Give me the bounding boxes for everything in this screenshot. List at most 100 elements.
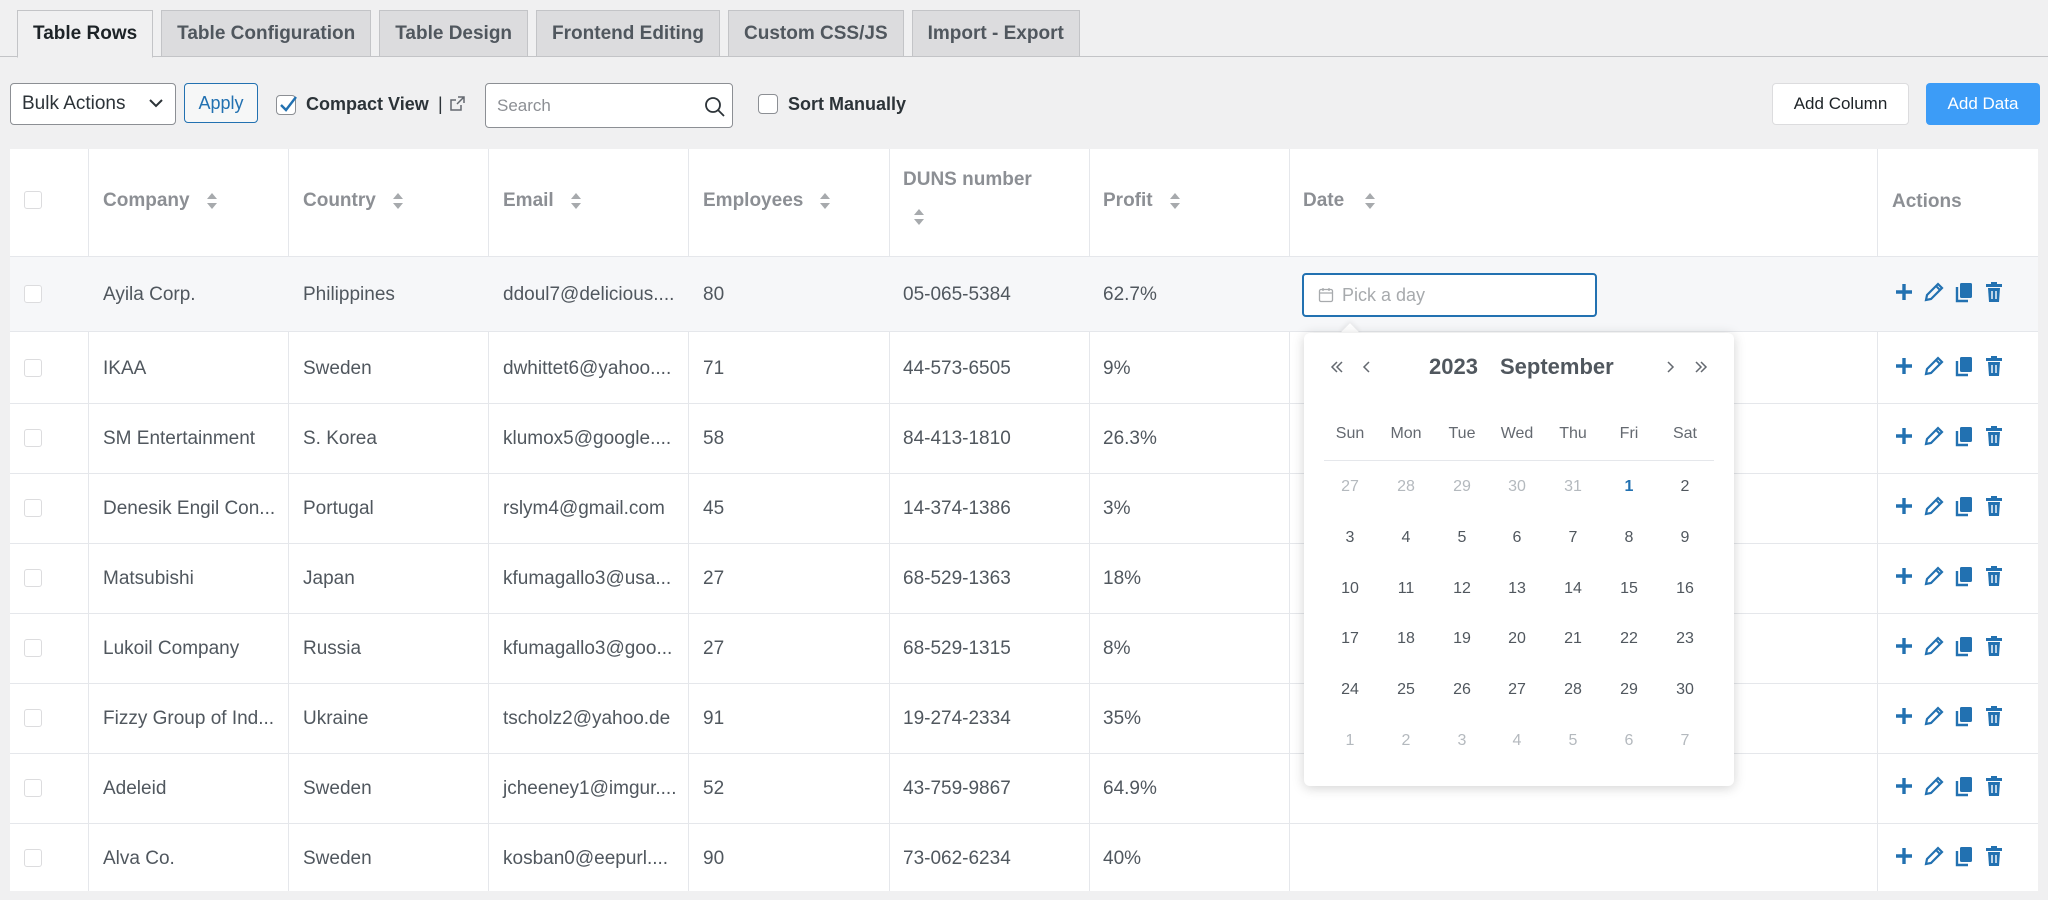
column-header-duns[interactable]: DUNS number [903, 169, 1032, 191]
calendar-day[interactable]: 10 [1341, 580, 1359, 597]
copy-icon[interactable] [1954, 355, 1974, 377]
calendar-day[interactable]: 14 [1564, 580, 1582, 597]
calendar-day[interactable]: 20 [1508, 630, 1526, 647]
tab-table-design[interactable]: Table Design [379, 10, 529, 57]
calendar-day[interactable]: 22 [1620, 630, 1638, 647]
row-checkbox[interactable] [24, 285, 42, 303]
calendar-day[interactable]: 26 [1453, 681, 1471, 698]
sort-icon[interactable] [392, 192, 404, 210]
plus-icon[interactable] [1894, 705, 1914, 727]
calendar-day[interactable]: 30 [1508, 478, 1526, 495]
calendar-day[interactable]: 7 [1680, 732, 1690, 749]
compact-view-checkbox[interactable] [276, 95, 297, 115]
column-header-employees[interactable]: Employees [703, 190, 831, 212]
tab-custom-css-js[interactable]: Custom CSS/JS [728, 10, 904, 57]
pencil-icon[interactable] [1924, 281, 1944, 303]
copy-icon[interactable] [1954, 425, 1974, 447]
row-checkbox[interactable] [24, 849, 42, 867]
trash-icon[interactable] [1984, 775, 2004, 797]
column-header-company[interactable]: Company [103, 190, 218, 212]
plus-icon[interactable] [1894, 565, 1914, 587]
calendar-day[interactable]: 18 [1397, 630, 1415, 647]
column-header-date[interactable]: Date [1303, 190, 1376, 212]
external-link-icon[interactable] [449, 96, 465, 112]
apply-button[interactable]: Apply [184, 83, 258, 123]
calendar-day[interactable]: 30 [1676, 681, 1694, 698]
calendar-day[interactable]: 6 [1624, 732, 1634, 749]
chevron-right-icon[interactable] [1661, 355, 1679, 379]
row-checkbox[interactable] [24, 429, 42, 447]
calendar-day[interactable]: 5 [1457, 529, 1467, 546]
calendar-day[interactable]: 4 [1512, 732, 1522, 749]
add-column-button[interactable]: Add Column [1772, 83, 1909, 125]
calendar-day[interactable]: 21 [1564, 630, 1582, 647]
calendar-day[interactable]: 28 [1397, 478, 1415, 495]
plus-icon[interactable] [1894, 425, 1914, 447]
plus-icon[interactable] [1894, 355, 1914, 377]
calendar-day[interactable]: 25 [1397, 681, 1415, 698]
trash-icon[interactable] [1984, 705, 2004, 727]
calendar-day[interactable]: 7 [1568, 529, 1578, 546]
calendar-day[interactable]: 1 [1345, 732, 1355, 749]
plus-icon[interactable] [1894, 775, 1914, 797]
row-checkbox[interactable] [24, 499, 42, 517]
calendar-day[interactable]: 27 [1341, 478, 1359, 495]
row-checkbox[interactable] [24, 359, 42, 377]
double-chevron-right-icon[interactable] [1692, 355, 1710, 379]
tab-table-configuration[interactable]: Table Configuration [161, 10, 372, 57]
calendar-day[interactable]: 2 [1401, 732, 1411, 749]
trash-icon[interactable] [1984, 281, 2004, 303]
sort-icon[interactable] [206, 192, 218, 210]
copy-icon[interactable] [1954, 281, 1974, 303]
pencil-icon[interactable] [1924, 355, 1944, 377]
row-checkbox[interactable] [24, 709, 42, 727]
calendar-day[interactable]: 2 [1680, 478, 1690, 495]
pencil-icon[interactable] [1924, 425, 1944, 447]
select-all-checkbox[interactable] [24, 191, 42, 209]
pencil-icon[interactable] [1924, 635, 1944, 657]
column-header-country[interactable]: Country [303, 190, 404, 212]
copy-icon[interactable] [1954, 635, 1974, 657]
row-checkbox[interactable] [24, 779, 42, 797]
calendar-day[interactable]: 8 [1624, 529, 1634, 546]
calendar-day[interactable]: 16 [1676, 580, 1694, 597]
calendar-day[interactable]: 13 [1508, 580, 1526, 597]
calendar-day[interactable]: 24 [1341, 681, 1359, 698]
double-chevron-left-icon[interactable] [1328, 355, 1346, 379]
sort-icon[interactable] [570, 192, 582, 210]
calendar-day[interactable]: 29 [1620, 681, 1638, 698]
plus-icon[interactable] [1894, 845, 1914, 867]
calendar-day[interactable]: 29 [1453, 478, 1471, 495]
chevron-left-icon[interactable] [1358, 355, 1376, 379]
plus-icon[interactable] [1894, 635, 1914, 657]
trash-icon[interactable] [1984, 635, 2004, 657]
calendar-day[interactable]: 1 [1624, 478, 1634, 495]
calendar-day[interactable]: 9 [1680, 529, 1690, 546]
calendar-day[interactable]: 28 [1564, 681, 1582, 698]
row-checkbox[interactable] [24, 569, 42, 587]
plus-icon[interactable] [1894, 495, 1914, 517]
pencil-icon[interactable] [1924, 845, 1944, 867]
calendar-day[interactable]: 11 [1397, 580, 1415, 597]
trash-icon[interactable] [1984, 355, 2004, 377]
sort-icon[interactable] [913, 208, 925, 226]
calendar-day[interactable]: 23 [1676, 630, 1694, 647]
pencil-icon[interactable] [1924, 565, 1944, 587]
search-input[interactable] [486, 84, 686, 127]
calendar-year[interactable]: 2023 [1429, 354, 1478, 379]
tab-table-rows[interactable]: Table Rows [17, 10, 154, 58]
tab-import-export[interactable]: Import - Export [911, 10, 1080, 57]
copy-icon[interactable] [1954, 845, 1974, 867]
calendar-day[interactable]: 19 [1453, 630, 1471, 647]
pencil-icon[interactable] [1924, 775, 1944, 797]
calendar-day[interactable]: 17 [1341, 630, 1359, 647]
sort-manually-checkbox[interactable] [758, 94, 778, 114]
tab-frontend-editing[interactable]: Frontend Editing [536, 10, 721, 57]
copy-icon[interactable] [1954, 565, 1974, 587]
calendar-month[interactable]: September [1500, 354, 1614, 379]
calendar-day[interactable]: 3 [1457, 732, 1467, 749]
sort-icon[interactable] [819, 192, 831, 210]
calendar-day[interactable]: 15 [1620, 580, 1638, 597]
copy-icon[interactable] [1954, 495, 1974, 517]
trash-icon[interactable] [1984, 565, 2004, 587]
